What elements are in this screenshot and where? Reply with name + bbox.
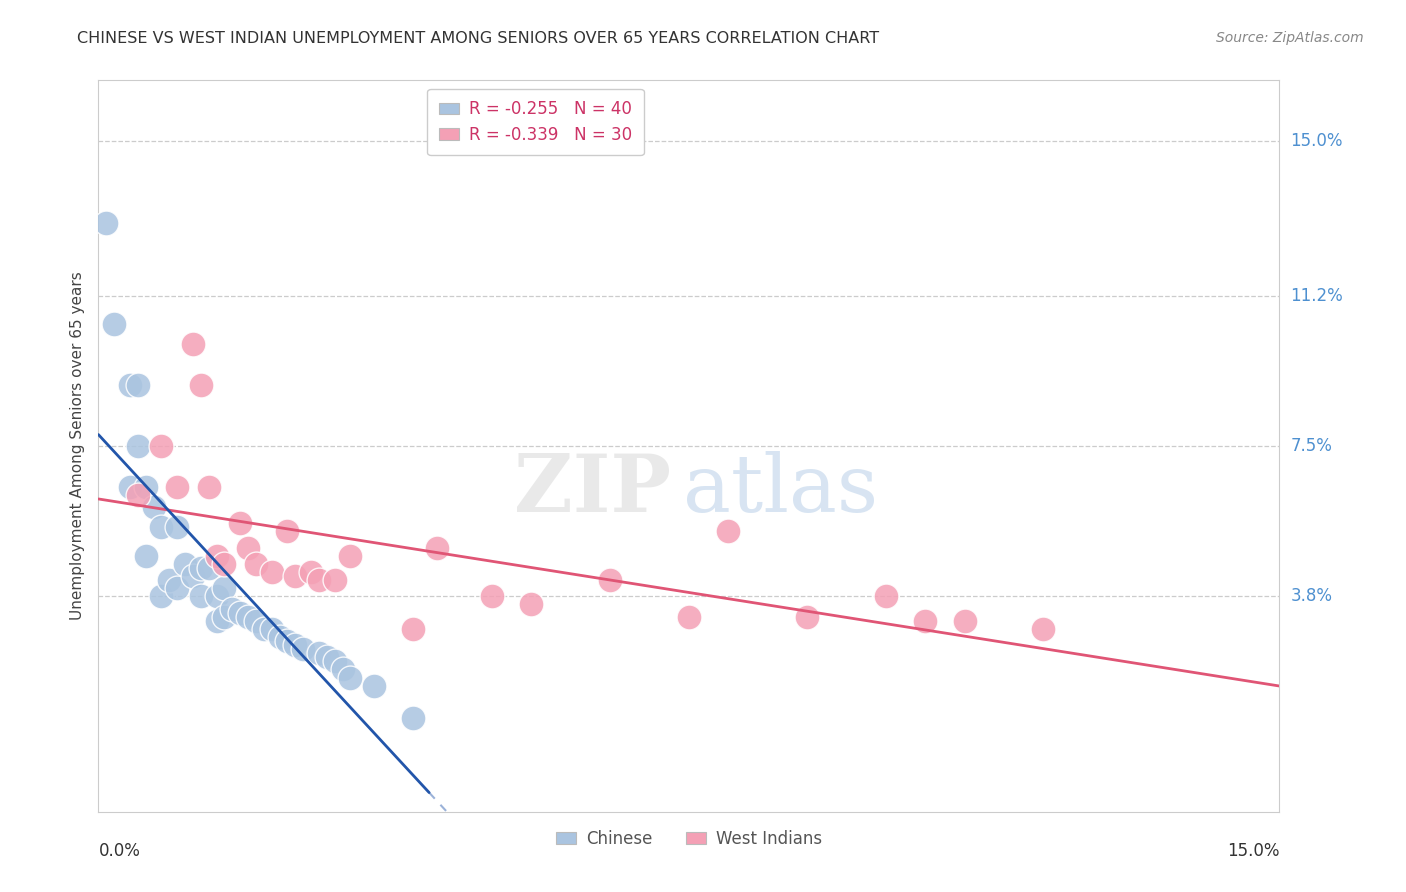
Point (118, 378, 141, 392)
Point (599, 573, 621, 587)
Point (197, 561, 219, 575)
Point (678, 609, 700, 624)
Point (914, 614, 936, 628)
Point (118, 480, 141, 494)
Point (1032, 622, 1054, 636)
Point (205, 590, 228, 604)
Point (181, 569, 204, 583)
Point (260, 565, 283, 579)
Point (236, 541, 259, 555)
Point (221, 601, 243, 615)
Point (276, 634, 298, 648)
Text: atlas: atlas (683, 450, 879, 529)
Text: ZIP: ZIP (515, 450, 671, 529)
Point (166, 520, 188, 534)
Point (292, 642, 315, 657)
Point (284, 569, 307, 583)
Point (214, 581, 236, 595)
Point (166, 480, 188, 494)
Point (315, 650, 337, 665)
Point (284, 638, 307, 652)
Text: 11.2%: 11.2% (1291, 286, 1343, 305)
Point (190, 561, 212, 575)
Point (245, 557, 267, 571)
Text: 3.8%: 3.8% (1291, 587, 1333, 606)
Point (190, 378, 212, 392)
Point (323, 654, 346, 668)
Point (260, 622, 283, 636)
Point (135, 549, 157, 563)
Point (253, 622, 276, 636)
Legend: Chinese, West Indians: Chinese, West Indians (550, 823, 828, 855)
Text: 0.0%: 0.0% (98, 842, 141, 860)
Point (339, 671, 361, 685)
Point (174, 557, 197, 571)
Point (96, 215, 118, 229)
Point (127, 378, 149, 392)
Point (181, 337, 204, 351)
Text: 15.0%: 15.0% (1291, 132, 1343, 150)
Point (796, 609, 818, 624)
Point (236, 609, 259, 624)
Point (229, 606, 252, 620)
Point (245, 614, 267, 628)
Point (323, 573, 346, 587)
Point (142, 500, 165, 514)
Point (103, 317, 125, 331)
Point (214, 609, 236, 624)
Point (481, 590, 503, 604)
Point (205, 614, 228, 628)
Point (190, 590, 212, 604)
Point (157, 573, 180, 587)
Point (402, 622, 425, 636)
Point (205, 549, 228, 563)
Point (150, 590, 173, 604)
Point (150, 439, 173, 453)
Point (520, 598, 543, 612)
Point (276, 524, 298, 539)
Text: 7.5%: 7.5% (1291, 437, 1333, 455)
Point (229, 516, 252, 531)
Point (166, 581, 188, 595)
Point (426, 541, 449, 555)
Point (402, 711, 425, 725)
Point (363, 679, 385, 693)
Point (308, 573, 330, 587)
Text: 15.0%: 15.0% (1227, 842, 1279, 860)
Point (135, 480, 157, 494)
Text: CHINESE VS WEST INDIAN UNEMPLOYMENT AMONG SENIORS OVER 65 YEARS CORRELATION CHAR: CHINESE VS WEST INDIAN UNEMPLOYMENT AMON… (77, 31, 880, 46)
Point (214, 557, 236, 571)
Point (308, 646, 330, 660)
Point (269, 630, 291, 644)
Point (127, 439, 149, 453)
Point (299, 565, 322, 579)
Point (717, 524, 740, 539)
Point (875, 590, 897, 604)
Point (197, 480, 219, 494)
Point (150, 520, 173, 534)
Point (953, 614, 976, 628)
Point (332, 663, 354, 677)
Text: Source: ZipAtlas.com: Source: ZipAtlas.com (1216, 31, 1364, 45)
Point (339, 549, 361, 563)
Y-axis label: Unemployment Among Seniors over 65 years: Unemployment Among Seniors over 65 years (69, 272, 84, 620)
Point (127, 488, 149, 502)
